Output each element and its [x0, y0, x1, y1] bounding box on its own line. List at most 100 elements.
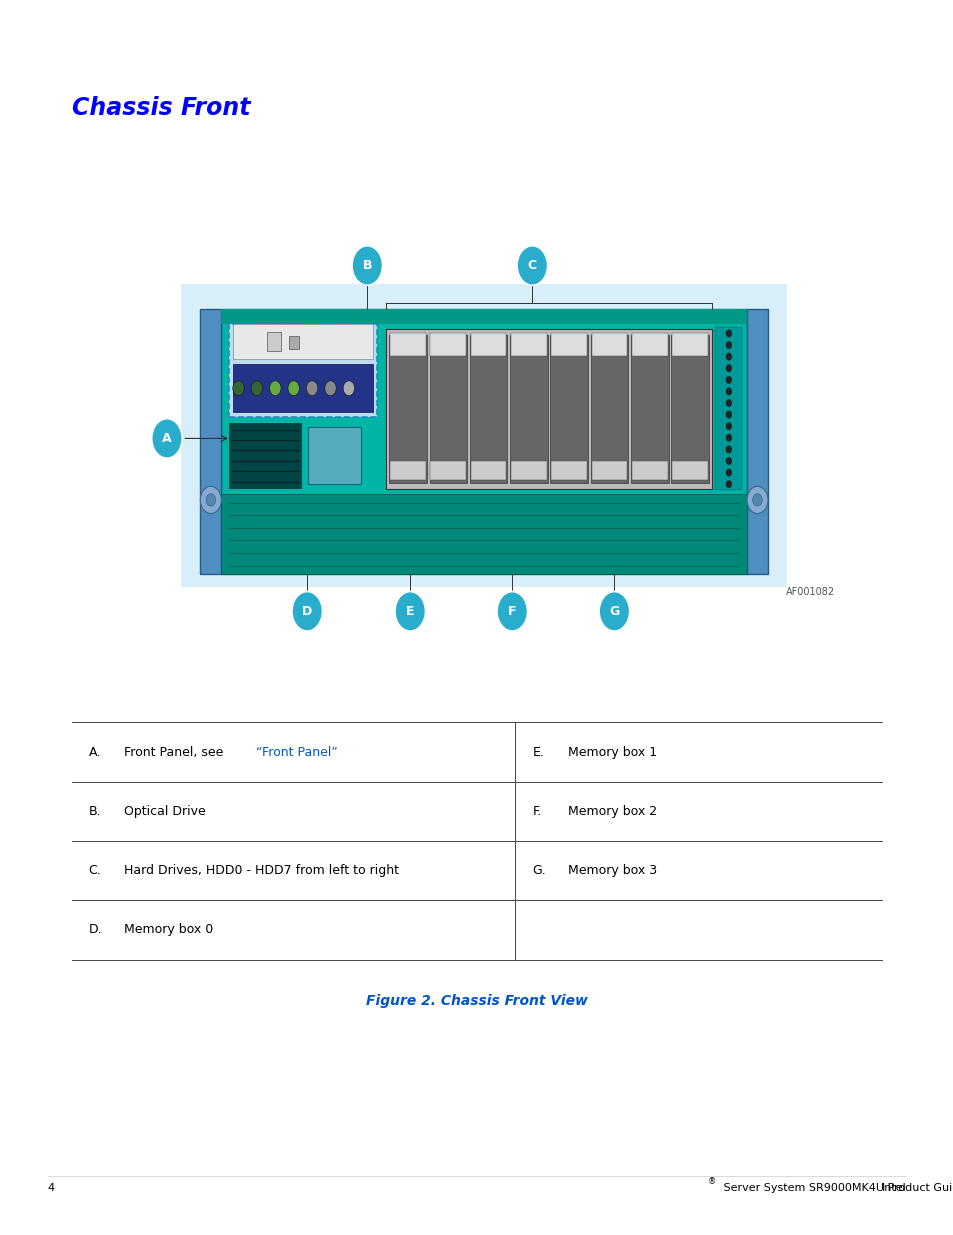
FancyBboxPatch shape	[430, 461, 466, 480]
FancyBboxPatch shape	[550, 335, 587, 483]
Circle shape	[270, 380, 281, 395]
Circle shape	[395, 592, 425, 631]
Text: Chassis Front: Chassis Front	[71, 96, 250, 120]
FancyBboxPatch shape	[221, 494, 746, 574]
FancyBboxPatch shape	[469, 335, 507, 483]
Circle shape	[725, 388, 731, 395]
FancyBboxPatch shape	[221, 309, 746, 324]
FancyBboxPatch shape	[590, 335, 627, 483]
Circle shape	[343, 380, 355, 395]
Circle shape	[598, 592, 629, 631]
FancyBboxPatch shape	[631, 335, 668, 483]
Text: E: E	[406, 605, 414, 618]
Circle shape	[352, 246, 382, 285]
Text: B.: B.	[89, 805, 101, 818]
FancyBboxPatch shape	[511, 461, 546, 480]
Text: Optical Drive: Optical Drive	[124, 805, 206, 818]
Circle shape	[233, 380, 244, 395]
FancyBboxPatch shape	[551, 461, 586, 480]
FancyBboxPatch shape	[631, 461, 667, 480]
Text: F: F	[508, 605, 516, 618]
FancyBboxPatch shape	[672, 461, 707, 480]
Text: A: A	[162, 432, 172, 445]
Circle shape	[752, 494, 761, 506]
Circle shape	[288, 380, 299, 395]
Text: Memory box 1: Memory box 1	[567, 746, 656, 758]
Text: D.: D.	[89, 924, 102, 936]
FancyBboxPatch shape	[233, 364, 373, 412]
FancyBboxPatch shape	[390, 461, 425, 480]
Text: Hard Drives, HDD0 - HDD7 from left to right: Hard Drives, HDD0 - HDD7 from left to ri…	[124, 864, 398, 877]
Circle shape	[725, 330, 731, 337]
Text: “Front Panel”: “Front Panel”	[255, 746, 337, 758]
FancyBboxPatch shape	[221, 309, 746, 574]
Text: G.: G.	[532, 864, 545, 877]
FancyBboxPatch shape	[386, 329, 711, 489]
FancyBboxPatch shape	[289, 336, 298, 350]
FancyBboxPatch shape	[229, 424, 300, 488]
FancyBboxPatch shape	[470, 333, 506, 356]
FancyBboxPatch shape	[591, 461, 626, 480]
FancyBboxPatch shape	[511, 333, 546, 356]
FancyBboxPatch shape	[308, 427, 360, 484]
FancyBboxPatch shape	[510, 335, 547, 483]
Text: Memory box 3: Memory box 3	[567, 864, 656, 877]
Circle shape	[517, 246, 547, 285]
Circle shape	[725, 422, 731, 430]
Text: G: G	[609, 605, 618, 618]
FancyBboxPatch shape	[746, 309, 767, 574]
Text: Memory box 0: Memory box 0	[124, 924, 213, 936]
FancyBboxPatch shape	[200, 309, 221, 574]
Circle shape	[206, 494, 215, 506]
Circle shape	[306, 380, 317, 395]
FancyBboxPatch shape	[430, 333, 466, 356]
FancyBboxPatch shape	[591, 333, 626, 356]
Text: AF001082: AF001082	[785, 587, 834, 597]
FancyBboxPatch shape	[672, 333, 707, 356]
Circle shape	[725, 480, 731, 488]
Circle shape	[725, 364, 731, 372]
FancyBboxPatch shape	[470, 461, 506, 480]
Circle shape	[292, 592, 322, 631]
FancyBboxPatch shape	[229, 324, 376, 417]
Circle shape	[725, 411, 731, 419]
Circle shape	[200, 487, 221, 514]
Text: ®: ®	[707, 1177, 716, 1187]
Text: C: C	[527, 259, 537, 272]
Circle shape	[746, 487, 767, 514]
Text: Figure 2. Chassis Front View: Figure 2. Chassis Front View	[366, 994, 587, 1008]
Circle shape	[725, 353, 731, 361]
Circle shape	[497, 592, 527, 631]
Text: Memory box 2: Memory box 2	[567, 805, 656, 818]
FancyBboxPatch shape	[181, 284, 786, 587]
Text: Intel: Intel	[881, 1183, 905, 1193]
FancyBboxPatch shape	[631, 333, 667, 356]
Circle shape	[725, 399, 731, 406]
Text: D: D	[302, 605, 312, 618]
FancyBboxPatch shape	[267, 332, 281, 351]
Circle shape	[725, 457, 731, 464]
Circle shape	[324, 380, 335, 395]
Circle shape	[251, 380, 262, 395]
Circle shape	[725, 469, 731, 477]
FancyBboxPatch shape	[715, 327, 741, 490]
Circle shape	[725, 341, 731, 348]
FancyBboxPatch shape	[390, 333, 425, 356]
FancyBboxPatch shape	[551, 333, 586, 356]
FancyBboxPatch shape	[233, 324, 373, 359]
Text: A.: A.	[89, 746, 101, 758]
FancyBboxPatch shape	[671, 335, 708, 483]
Text: Server System SR9000MK4U Product Guide: Server System SR9000MK4U Product Guide	[720, 1183, 953, 1193]
Circle shape	[725, 377, 731, 384]
Text: B: B	[362, 259, 372, 272]
Text: E.: E.	[532, 746, 543, 758]
Text: 4: 4	[48, 1183, 54, 1193]
Text: C.: C.	[89, 864, 101, 877]
Circle shape	[152, 419, 182, 458]
Text: Front Panel, see: Front Panel, see	[124, 746, 227, 758]
FancyBboxPatch shape	[429, 335, 467, 483]
FancyBboxPatch shape	[389, 335, 426, 483]
Circle shape	[725, 433, 731, 441]
Circle shape	[725, 446, 731, 453]
Text: F.: F.	[532, 805, 541, 818]
